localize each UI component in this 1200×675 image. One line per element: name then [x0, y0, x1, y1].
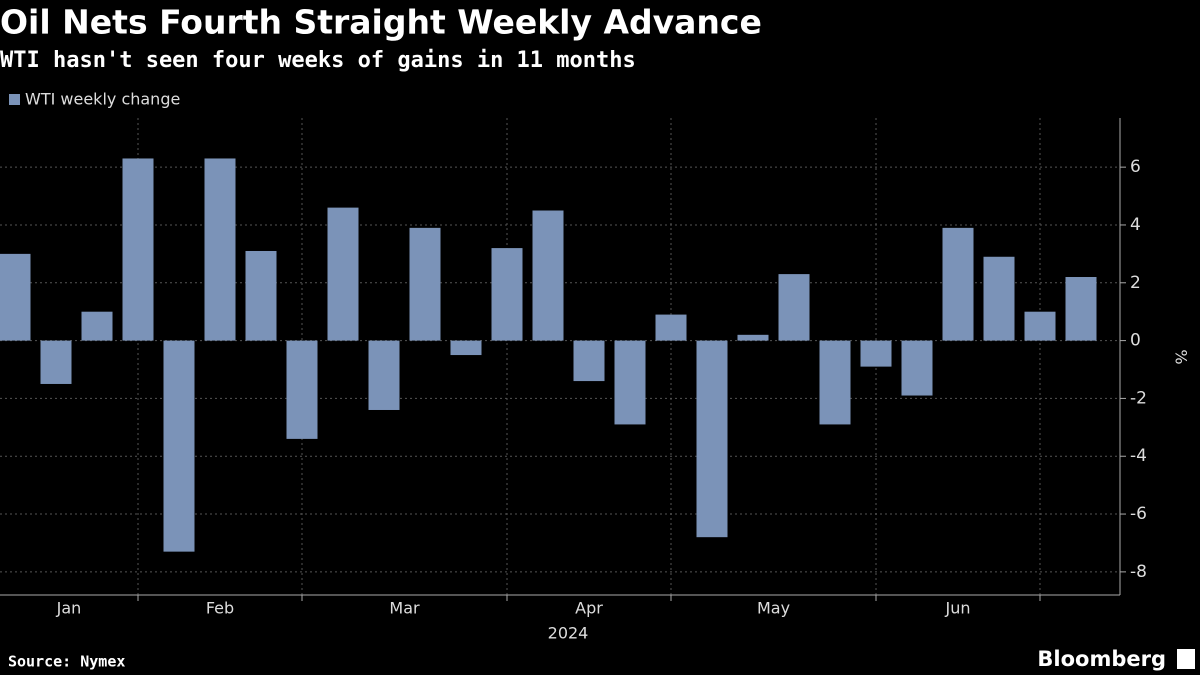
y-tick-label: 0 — [1130, 331, 1141, 351]
bar — [778, 274, 810, 341]
bar — [0, 253, 31, 341]
bar — [1024, 311, 1056, 341]
x-tick-label: Jun — [945, 599, 971, 618]
bar — [819, 340, 851, 425]
x-tick-label: Apr — [575, 599, 603, 618]
bar — [327, 207, 359, 341]
bar — [1065, 277, 1097, 341]
bar — [573, 340, 605, 382]
bar — [81, 311, 113, 341]
bar — [491, 248, 523, 341]
y-tick-label: -2 — [1130, 388, 1147, 408]
brand-icon — [1177, 649, 1195, 669]
bar — [983, 256, 1015, 341]
bar — [737, 334, 769, 341]
bar — [122, 158, 154, 341]
y-tick-label: 4 — [1130, 215, 1141, 235]
bar — [409, 227, 441, 341]
bar — [942, 227, 974, 341]
bar — [655, 314, 687, 341]
chart-title: Oil Nets Fourth Straight Weekly Advance — [0, 3, 762, 42]
x-axis-title: 2024 — [548, 624, 589, 643]
bar — [204, 158, 236, 341]
bar — [532, 210, 564, 341]
y-axis-title: % — [1172, 349, 1191, 364]
chart-subtitle: WTI hasn't seen four weeks of gains in 1… — [0, 48, 636, 73]
y-tick-label: -4 — [1130, 446, 1147, 466]
bar — [163, 340, 195, 552]
bar — [245, 250, 277, 341]
y-tick-label: -8 — [1130, 562, 1147, 582]
bar — [696, 340, 728, 538]
legend-label: WTI weekly change — [25, 90, 180, 109]
source: Source: Nymex — [8, 653, 125, 671]
bar — [40, 340, 72, 384]
legend-swatch — [9, 94, 20, 105]
bar — [901, 340, 933, 396]
y-tick-label: -6 — [1130, 504, 1147, 524]
bar — [860, 340, 892, 367]
bar — [368, 340, 400, 410]
x-tick-label: Mar — [389, 599, 420, 618]
bar — [614, 340, 646, 425]
bar — [286, 340, 318, 439]
brand: Bloomberg — [1037, 647, 1166, 671]
bar — [450, 340, 482, 356]
x-tick-label: Feb — [206, 599, 234, 618]
x-tick-label: May — [757, 599, 790, 618]
x-tick-label: Jan — [56, 599, 82, 618]
y-tick-label: 6 — [1130, 157, 1141, 177]
y-tick-label: 2 — [1130, 273, 1141, 293]
